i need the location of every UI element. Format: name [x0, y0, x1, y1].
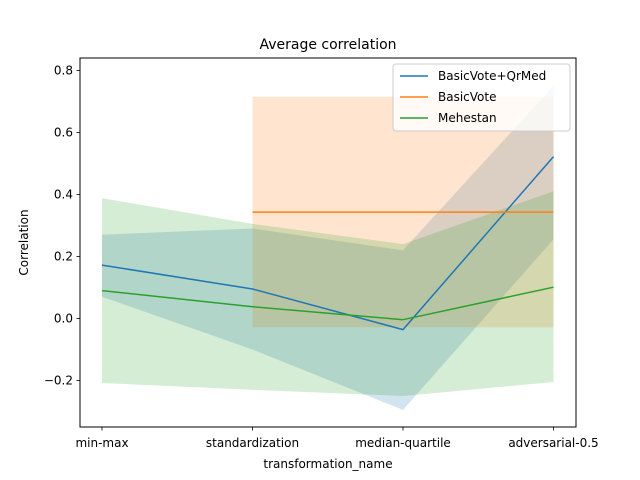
line-mehestan	[101, 286, 554, 321]
legend-label-basicvote: BasicVote	[438, 90, 496, 104]
legend-box	[392, 63, 571, 132]
line-basicvote-qrmed	[101, 156, 555, 331]
y-tick-label: −0.2	[44, 374, 73, 388]
x-axis-label: transformation_name	[263, 457, 392, 471]
series-lines	[101, 156, 555, 331]
y-tick-label: 0.0	[54, 312, 73, 326]
x-tick-label: adversarial-0.5	[508, 436, 598, 450]
y-tick-label: 0.8	[54, 64, 73, 78]
legend-label-mehestan: Mehestan	[438, 111, 497, 125]
chart-title: Average correlation	[259, 37, 396, 53]
y-tick-label: 0.4	[54, 188, 73, 202]
x-axis: min-max standardization median-quartile adv…	[75, 427, 599, 450]
plot-frame	[79, 57, 577, 428]
x-tick-label: min-max	[75, 436, 128, 450]
y-axis: −0.2 0.0 0.2 0.4 0.6 0.8	[44, 64, 80, 388]
x-tick-label: standardization	[206, 436, 299, 450]
band-basicvote-qrmed	[102, 85, 554, 410]
band-mehestan	[102, 191, 554, 396]
y-axis-label: Correlation	[17, 209, 31, 275]
legend: BasicVote+QrMed BasicVote Mehestan	[392, 63, 571, 132]
y-tick-label: 0.2	[54, 250, 73, 264]
y-tick-label: 0.6	[54, 126, 73, 140]
x-tick-label: median-quartile	[355, 436, 451, 450]
legend-label-basicvote-qrmed: BasicVote+QrMed	[438, 69, 546, 83]
